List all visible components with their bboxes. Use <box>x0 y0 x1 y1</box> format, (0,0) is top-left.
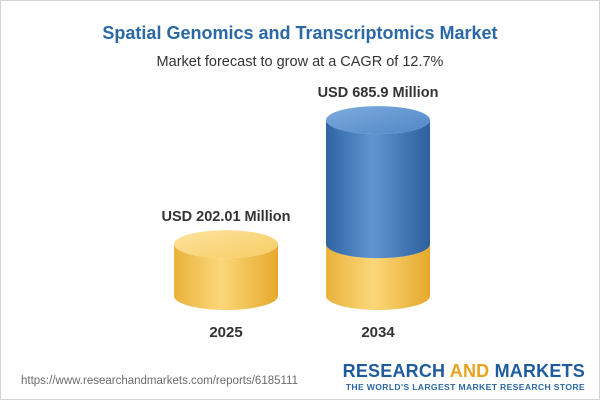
source-url[interactable]: https://www.researchandmarkets.com/repor… <box>21 375 298 387</box>
category-label-2025: 2025 <box>209 324 242 341</box>
bar-2034-growth-segment <box>326 120 430 259</box>
category-label-2034: 2034 <box>361 324 395 341</box>
brand-logo: RESEARCH AND MARKETS THE WORLD'S LARGEST… <box>343 361 585 393</box>
brand-tagline: THE WORLD'S LARGEST MARKET RESEARCH STOR… <box>345 382 585 392</box>
brand-name-and: AND <box>449 361 490 381</box>
data-label-2025: USD 202.01 Million <box>162 209 291 225</box>
brand-name-part: RESEARCH <box>342 361 450 381</box>
bar-2025 <box>174 244 278 310</box>
data-label-2034: USD 685.9 Million <box>318 85 439 101</box>
chart-subtitle: Market forecast to grow at a CAGR of 12.… <box>156 54 444 70</box>
bar-2034-base-segment <box>326 244 430 310</box>
bar-2034-top <box>326 106 430 135</box>
bar-2025-top <box>174 230 278 259</box>
chart-title: Spatial Genomics and Transcriptomics Mar… <box>102 23 498 43</box>
brand-name-part: MARKETS <box>489 361 585 381</box>
brand-name: RESEARCH AND MARKETS <box>343 361 585 381</box>
